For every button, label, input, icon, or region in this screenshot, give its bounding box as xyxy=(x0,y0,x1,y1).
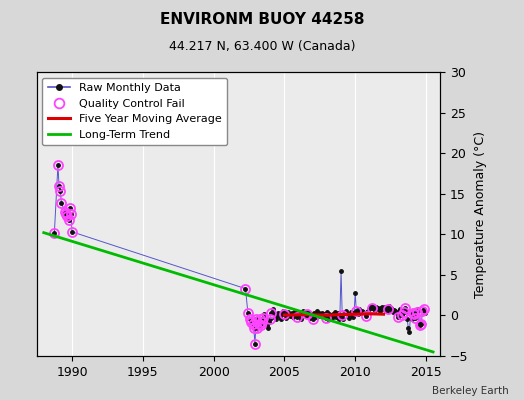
Text: 44.217 N, 63.400 W (Canada): 44.217 N, 63.400 W (Canada) xyxy=(169,40,355,53)
Y-axis label: Temperature Anomaly (°C): Temperature Anomaly (°C) xyxy=(474,130,487,298)
Legend: Raw Monthly Data, Quality Control Fail, Five Year Moving Average, Long-Term Tren: Raw Monthly Data, Quality Control Fail, … xyxy=(42,78,227,145)
Text: ENVIRONM BUOY 44258: ENVIRONM BUOY 44258 xyxy=(160,12,364,27)
Text: Berkeley Earth: Berkeley Earth xyxy=(432,386,508,396)
